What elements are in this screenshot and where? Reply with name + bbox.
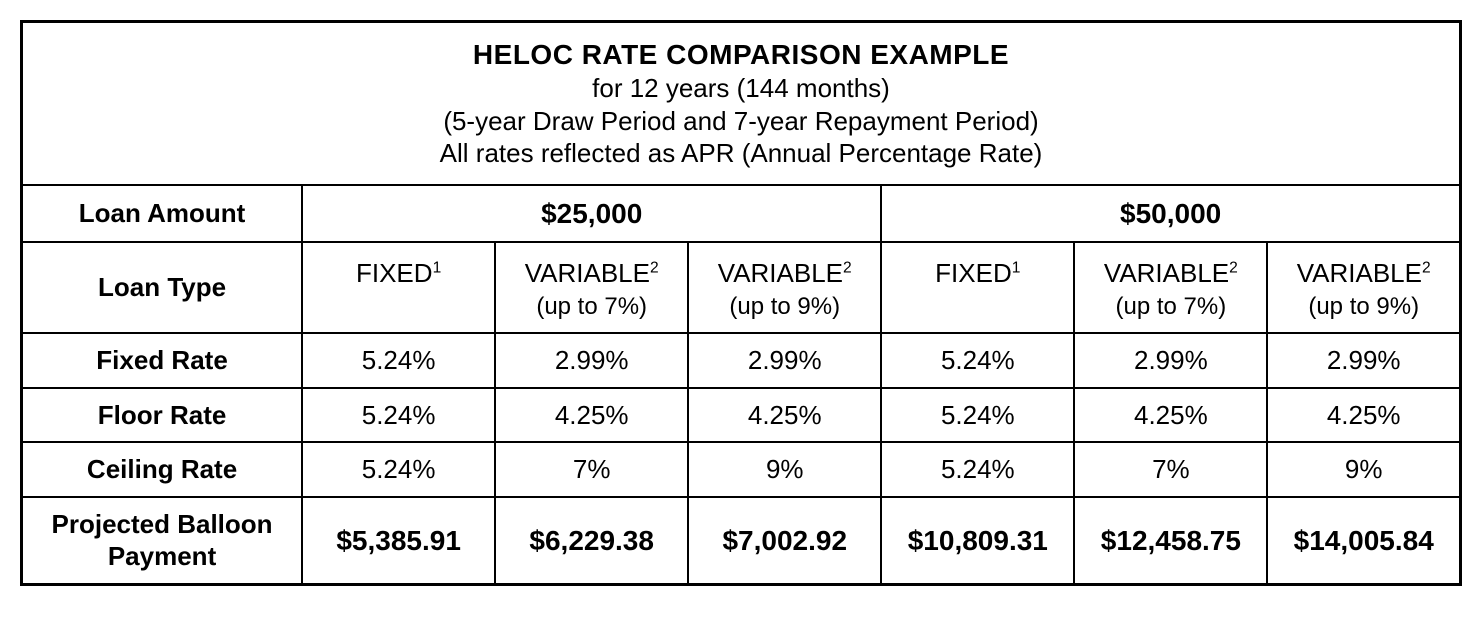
loan-type-4: FIXED1 xyxy=(881,242,1074,334)
balloon-label: Projected Balloon Payment xyxy=(22,497,303,585)
table-cell: 5.24% xyxy=(881,442,1074,497)
table-cell: $14,005.84 xyxy=(1267,497,1460,585)
loan-amount-1: $25,000 xyxy=(302,185,881,242)
title-cell: HELOC RATE COMPARISON EXAMPLE for 12 yea… xyxy=(22,22,1461,185)
table-cell: $12,458.75 xyxy=(1074,497,1267,585)
ceiling-rate-row: Ceiling Rate 5.24% 7% 9% 5.24% 7% 9% xyxy=(22,442,1461,497)
balloon-row: Projected Balloon Payment $5,385.91 $6,2… xyxy=(22,497,1461,585)
loan-type-2: VARIABLE2 (up to 7%) xyxy=(495,242,688,334)
table-cell: $7,002.92 xyxy=(688,497,881,585)
table-cell: 5.24% xyxy=(302,442,495,497)
table-cell: 2.99% xyxy=(1074,333,1267,388)
table-cell: 5.24% xyxy=(302,388,495,443)
table-cell: 2.99% xyxy=(1267,333,1460,388)
heloc-comparison-table: HELOC RATE COMPARISON EXAMPLE for 12 yea… xyxy=(20,20,1462,586)
title-row: HELOC RATE COMPARISON EXAMPLE for 12 yea… xyxy=(22,22,1461,185)
table-cell: 7% xyxy=(1074,442,1267,497)
table-cell: 4.25% xyxy=(1267,388,1460,443)
table-cell: 4.25% xyxy=(495,388,688,443)
title-main: HELOC RATE COMPARISON EXAMPLE xyxy=(33,37,1449,72)
loan-type-label: Loan Type xyxy=(22,242,303,334)
table-cell: 2.99% xyxy=(495,333,688,388)
table-cell: 4.25% xyxy=(688,388,881,443)
table-cell: 4.25% xyxy=(1074,388,1267,443)
table-cell: 5.24% xyxy=(302,333,495,388)
table-cell: 5.24% xyxy=(881,388,1074,443)
table-cell: 9% xyxy=(688,442,881,497)
title-line2: for 12 years (144 months) xyxy=(33,72,1449,105)
ceiling-rate-label: Ceiling Rate xyxy=(22,442,303,497)
title-line3: (5-year Draw Period and 7-year Repayment… xyxy=(33,105,1449,138)
fixed-rate-label: Fixed Rate xyxy=(22,333,303,388)
table-cell: 9% xyxy=(1267,442,1460,497)
loan-type-6: VARIABLE2 (up to 9%) xyxy=(1267,242,1460,334)
title-line4: All rates reflected as APR (Annual Perce… xyxy=(33,137,1449,170)
loan-amount-label: Loan Amount xyxy=(22,185,303,242)
floor-rate-row: Floor Rate 5.24% 4.25% 4.25% 5.24% 4.25%… xyxy=(22,388,1461,443)
loan-type-3: VARIABLE2 (up to 9%) xyxy=(688,242,881,334)
loan-amount-2: $50,000 xyxy=(881,185,1460,242)
table-cell: $6,229.38 xyxy=(495,497,688,585)
loan-amount-row: Loan Amount $25,000 $50,000 xyxy=(22,185,1461,242)
table-cell: $10,809.31 xyxy=(881,497,1074,585)
table-cell: 7% xyxy=(495,442,688,497)
loan-type-1: FIXED1 xyxy=(302,242,495,334)
fixed-rate-row: Fixed Rate 5.24% 2.99% 2.99% 5.24% 2.99%… xyxy=(22,333,1461,388)
loan-type-5: VARIABLE2 (up to 7%) xyxy=(1074,242,1267,334)
table-cell: 5.24% xyxy=(881,333,1074,388)
loan-type-row: Loan Type FIXED1 VARIABLE2 (up to 7%) VA… xyxy=(22,242,1461,334)
table-cell: $5,385.91 xyxy=(302,497,495,585)
table: HELOC RATE COMPARISON EXAMPLE for 12 yea… xyxy=(20,20,1462,586)
table-cell: 2.99% xyxy=(688,333,881,388)
floor-rate-label: Floor Rate xyxy=(22,388,303,443)
